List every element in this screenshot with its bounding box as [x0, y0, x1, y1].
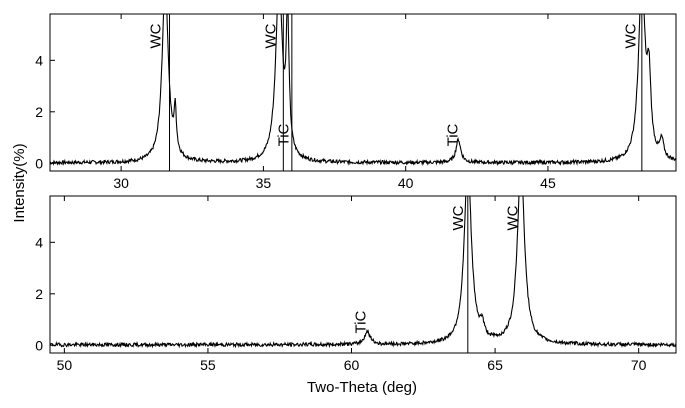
x-tick-label: 40 [398, 175, 414, 191]
y-axis-label: Intensity(%) [11, 143, 28, 222]
panel-bottom: 50 55 60 65 70 0 2 4 TiC WC WC [35, 162, 676, 373]
x-tick-label: 55 [200, 357, 216, 373]
panel-top-frame [50, 14, 676, 171]
peak-label: WC [147, 23, 164, 48]
x-tick-label: 30 [113, 175, 129, 191]
peak-label: WC [263, 23, 280, 48]
y-tick-label: 0 [35, 337, 43, 353]
x-tick-label: 70 [631, 357, 647, 373]
x-tick-label: 35 [256, 175, 272, 191]
peak-label: TiC [352, 311, 369, 334]
x-tick-label: 65 [487, 357, 503, 373]
x-tick-label: 45 [540, 175, 556, 191]
panel-top: 30 35 40 45 0 2 4 WC WC TiC TiC WC [35, 0, 676, 191]
y-tick-label: 4 [35, 52, 43, 68]
peak-label: WC [505, 205, 522, 230]
peak-label: WC [450, 205, 467, 230]
y-tick-label: 2 [35, 286, 43, 302]
x-tick-label: 50 [57, 357, 73, 373]
peak-label: TiC [275, 123, 292, 146]
y-tick-label: 2 [35, 104, 43, 120]
peak-label: WC [623, 23, 640, 48]
x-tick-label: 60 [344, 357, 360, 373]
xrd-trace [50, 0, 676, 164]
y-tick-label: 0 [35, 155, 43, 171]
peak-label: TiC [445, 123, 462, 146]
y-tick-label: 4 [35, 234, 43, 250]
x-axis-label: Two-Theta (deg) [307, 379, 417, 396]
